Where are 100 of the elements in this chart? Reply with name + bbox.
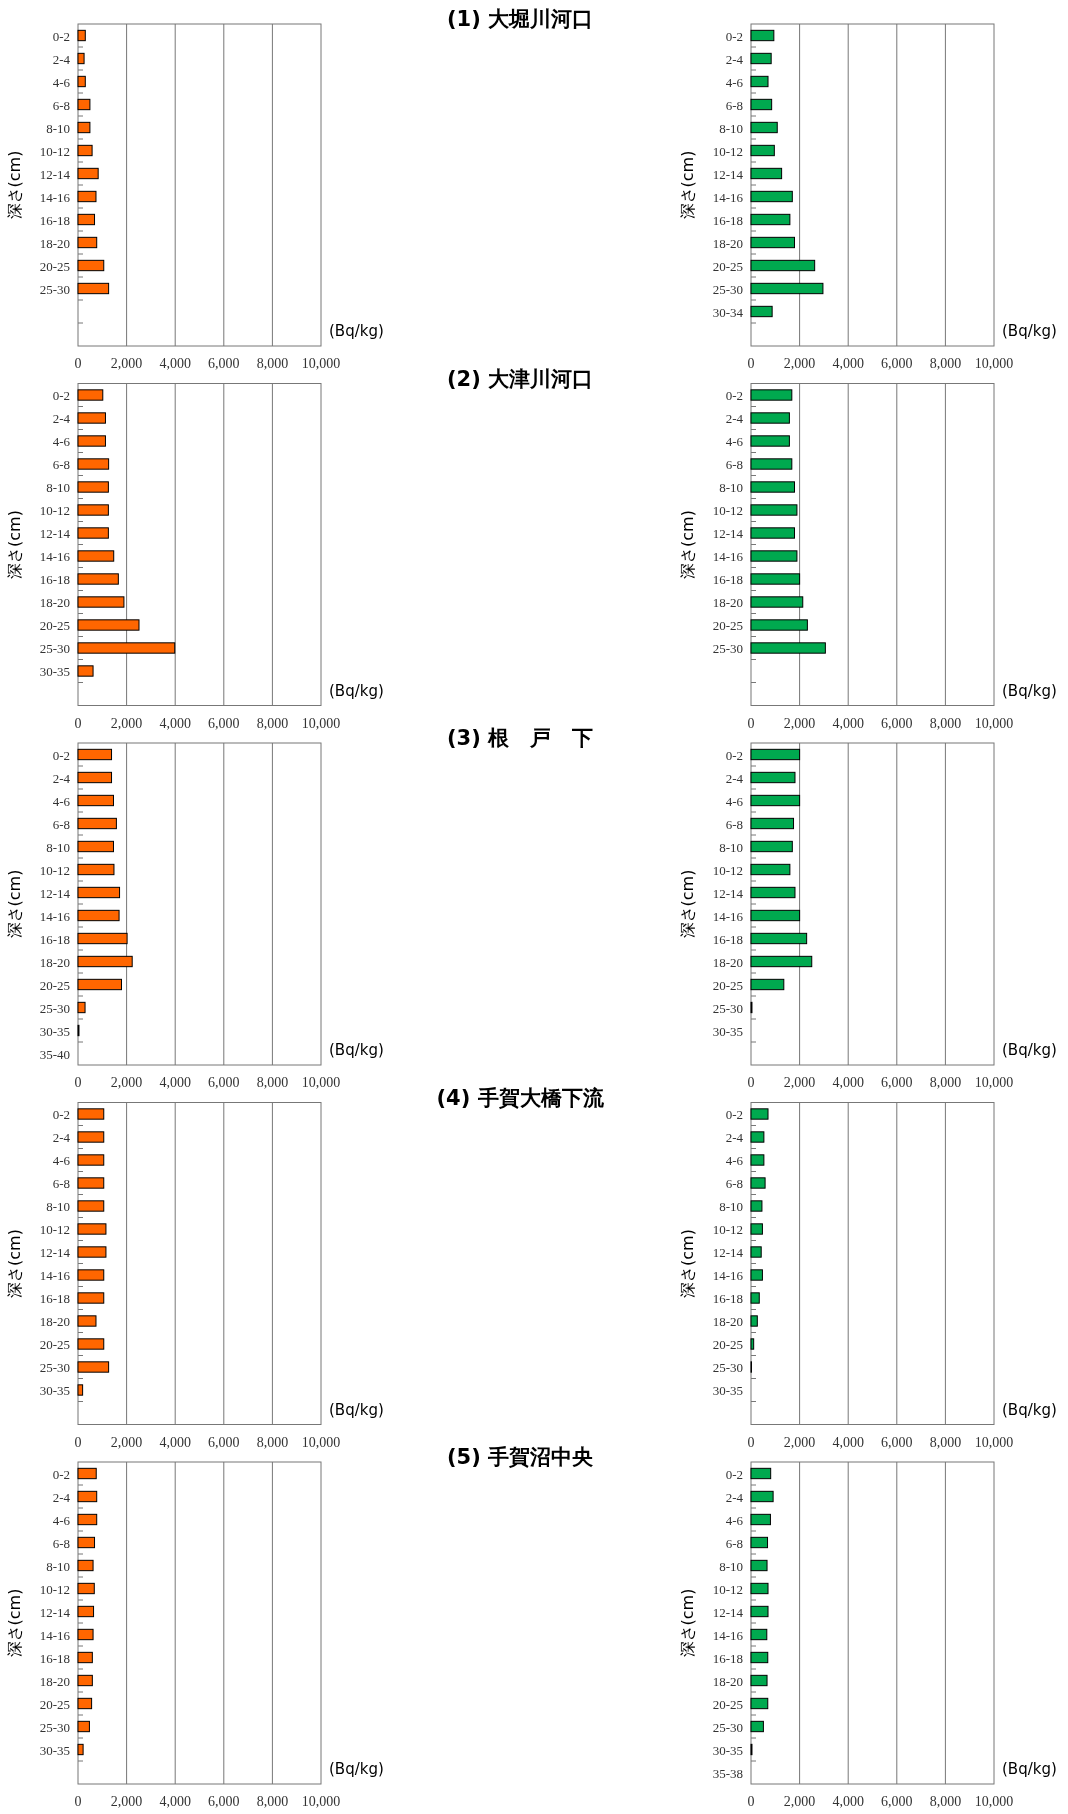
y-tick-label: 0-2 bbox=[725, 28, 743, 44]
x-tick-label: 6,000 bbox=[881, 1075, 913, 1090]
y-tick-label: 2-4 bbox=[725, 770, 744, 786]
x-tick-label: 6,000 bbox=[208, 1794, 240, 1809]
x-tick-label: 10,000 bbox=[301, 1434, 341, 1450]
y-tick-label: 20-25 bbox=[39, 1337, 70, 1352]
y-tick-label: 4-6 bbox=[725, 1512, 744, 1528]
y-tick-label: 6-8 bbox=[52, 97, 70, 113]
text: (2) 大津川河口 bbox=[446, 366, 594, 391]
x-tick-label: 10,000 bbox=[974, 356, 1014, 371]
x-tick-label: 2,000 bbox=[110, 715, 143, 731]
y-tick-label: 4-6 bbox=[52, 1153, 71, 1168]
y-tick-label: 10-12 bbox=[39, 143, 70, 159]
y-axis-title: 深さ(cm) bbox=[678, 869, 697, 939]
x-tick-label: 4,000 bbox=[832, 1075, 864, 1090]
y-tick-label: 16-18 bbox=[39, 572, 70, 587]
y-axis-title: 深さ(cm) bbox=[5, 1229, 24, 1298]
y-tick-label: 16-18 bbox=[712, 572, 743, 587]
y-tick-label: 20-25 bbox=[39, 258, 70, 274]
y-tick-label: 20-25 bbox=[712, 618, 743, 633]
y-tick-label: 14-16 bbox=[39, 549, 71, 564]
y-tick-label: 4-6 bbox=[725, 1153, 744, 1168]
y-tick-label: 30-35 bbox=[712, 1023, 743, 1039]
y-tick-label: 0-2 bbox=[52, 1107, 70, 1122]
y-tick-label: 12-14 bbox=[39, 1604, 71, 1620]
y-tick-label: 2-4 bbox=[725, 1130, 744, 1145]
y-tick-label: 25-30 bbox=[712, 1719, 743, 1735]
y-tick-label: 30-35 bbox=[39, 1023, 70, 1039]
x-axis-title: (Bq/kg) bbox=[329, 1041, 384, 1059]
y-tick-label: 25-30 bbox=[39, 1719, 70, 1735]
y-tick-label: 0-2 bbox=[52, 388, 70, 403]
y-tick-label: 14-16 bbox=[39, 1627, 71, 1643]
y-tick-label: 8-10 bbox=[46, 1199, 70, 1214]
y-tick-label: 4-6 bbox=[52, 1512, 71, 1528]
y-tick-label: 0-2 bbox=[52, 747, 70, 763]
y-tick-label: 10-12 bbox=[712, 862, 743, 878]
x-tick-label: 8,000 bbox=[929, 1075, 962, 1090]
x-tick-label: 0 bbox=[747, 1075, 755, 1090]
y-tick-label: 25-30 bbox=[39, 1000, 70, 1016]
y-tick-label: 14-16 bbox=[712, 908, 744, 924]
x-tick-label: 4,000 bbox=[832, 356, 864, 371]
y-tick-label: 14-16 bbox=[39, 908, 71, 924]
y-tick-label: 4-6 bbox=[725, 434, 744, 449]
text: (5) 手賀沼中央 bbox=[446, 1445, 595, 1469]
x-tick-label: 6,000 bbox=[881, 356, 913, 371]
y-tick-label: 6-8 bbox=[52, 457, 70, 472]
y-tick-label: 8-10 bbox=[719, 839, 743, 855]
y-tick-label: 18-20 bbox=[712, 595, 743, 610]
y-tick-label: 8-10 bbox=[46, 120, 70, 136]
y-tick-label: 12-14 bbox=[39, 1245, 71, 1260]
y-tick-label: 25-30 bbox=[712, 641, 743, 656]
x-tick-label: 0 bbox=[74, 1794, 82, 1809]
y-tick-label: 6-8 bbox=[52, 1176, 70, 1191]
x-tick-label: 0 bbox=[747, 1434, 755, 1450]
y-axis-title: 深さ(cm) bbox=[678, 1588, 697, 1658]
y-tick-label: 4-6 bbox=[725, 793, 744, 809]
y-tick-label: 18-20 bbox=[39, 954, 70, 970]
y-tick-label: 10-12 bbox=[712, 1222, 743, 1237]
y-tick-label: 35-38 bbox=[712, 1765, 743, 1781]
y-axis-title: 深さ(cm) bbox=[5, 1588, 24, 1658]
x-axis-title: (Bq/kg) bbox=[329, 681, 384, 700]
y-tick-label: 12-14 bbox=[39, 526, 71, 541]
y-tick-label: 16-18 bbox=[712, 931, 743, 947]
y-tick-label: 25-30 bbox=[712, 281, 743, 297]
y-tick-label: 6-8 bbox=[725, 1176, 743, 1191]
y-axis-title: 深さ(cm) bbox=[678, 510, 697, 579]
y-tick-label: 25-30 bbox=[39, 1360, 70, 1375]
x-tick-label: 4,000 bbox=[832, 715, 864, 731]
y-tick-label: 30-35 bbox=[39, 1742, 70, 1758]
y-tick-label: 16-18 bbox=[712, 1291, 743, 1306]
text: (3) 根 戸 下 bbox=[446, 726, 594, 750]
y-tick-label: 8-10 bbox=[46, 480, 70, 495]
x-tick-label: 6,000 bbox=[208, 1434, 240, 1450]
x-tick-label: 8,000 bbox=[256, 1075, 289, 1090]
y-tick-label: 20-25 bbox=[712, 1696, 743, 1712]
y-tick-label: 35-40 bbox=[39, 1046, 70, 1062]
x-tick-label: 10,000 bbox=[974, 1794, 1014, 1809]
x-tick-label: 2,000 bbox=[110, 1794, 143, 1809]
y-tick-label: 0-2 bbox=[725, 388, 743, 403]
y-tick-label: 30-34 bbox=[712, 304, 744, 320]
x-tick-label: 0 bbox=[74, 715, 82, 731]
x-axis-title: (Bq/kg) bbox=[1002, 1041, 1057, 1059]
x-tick-label: 8,000 bbox=[256, 1434, 289, 1450]
y-tick-label: 18-20 bbox=[712, 235, 743, 251]
x-tick-label: 10,000 bbox=[301, 1794, 341, 1809]
x-tick-label: 0 bbox=[747, 1794, 755, 1809]
y-tick-label: 4-6 bbox=[52, 74, 71, 90]
x-tick-label: 6,000 bbox=[208, 715, 240, 731]
y-tick-label: 6-8 bbox=[725, 457, 743, 472]
y-tick-label: 20-25 bbox=[39, 1696, 70, 1712]
x-tick-label: 0 bbox=[74, 1434, 82, 1450]
x-tick-label: 10,000 bbox=[301, 715, 341, 731]
x-tick-label: 8,000 bbox=[929, 715, 962, 731]
y-tick-label: 16-18 bbox=[39, 1650, 70, 1666]
y-tick-label: 16-18 bbox=[712, 212, 743, 228]
x-tick-label: 8,000 bbox=[929, 1434, 962, 1450]
y-tick-label: 20-25 bbox=[39, 618, 70, 633]
y-tick-label: 12-14 bbox=[39, 885, 71, 901]
x-tick-label: 2,000 bbox=[110, 1075, 143, 1090]
y-tick-label: 4-6 bbox=[52, 793, 71, 809]
